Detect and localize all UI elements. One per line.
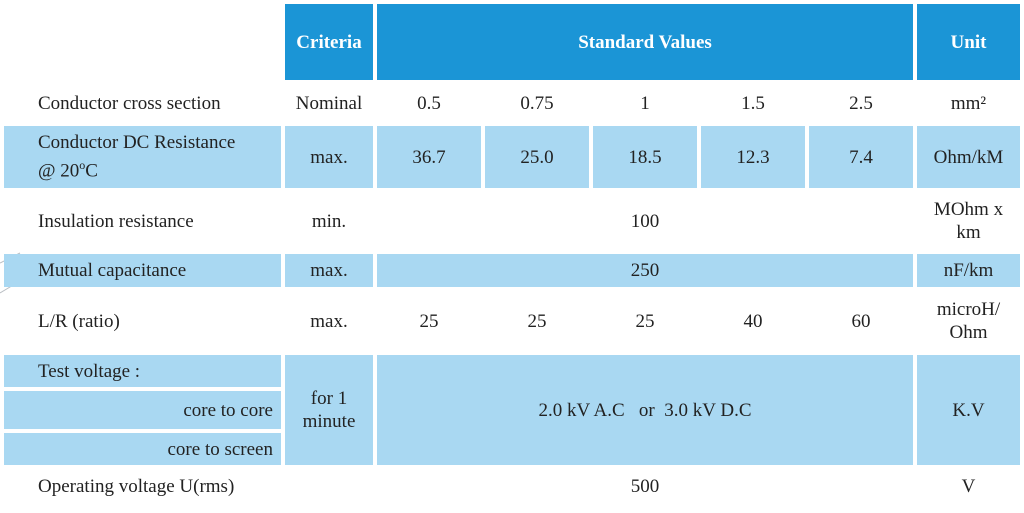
row-criteria: min. [311, 210, 347, 232]
value-cell: 2.5 [849, 92, 873, 114]
value-cell: 25.0 [485, 126, 589, 188]
row-insulation-resistance: Insulation resistance min. 100 MOhm x km [4, 192, 1020, 250]
row-test-voltage: Test voltage : for 1 minute 2.0 kV A.C or… [4, 355, 1020, 465]
row-unit: mm² [950, 92, 987, 114]
row-unit: K.V [917, 355, 1020, 465]
row-mutual-capacitance: Mutual capacitance max. 250 nF/km [4, 254, 1020, 287]
value-cell: 0.5 [417, 92, 441, 114]
header-empty-cell [4, 4, 281, 80]
row-label: Test voltage : [4, 355, 281, 387]
row-label-line2-pre: @ 20 [38, 160, 80, 182]
row-label: Mutual capacitance [4, 254, 281, 287]
value-cell: 25 [635, 310, 655, 332]
value-cell: 25 [419, 310, 439, 332]
row-label-line1: Conductor DC Resistance [38, 132, 236, 154]
row-criteria: max. [285, 254, 373, 287]
value-cell: 12.3 [701, 126, 805, 188]
value-cell-merged: 250 [377, 254, 913, 287]
row-label: Conductor cross section [38, 92, 221, 114]
row-criteria-line1: for 1 [310, 388, 348, 409]
row-operating-voltage: Operating voltage U(rms) 500 V [4, 469, 1020, 503]
degree-mark: o [79, 158, 86, 173]
row-unit: V [961, 475, 976, 497]
row-unit-line2: Ohm [949, 322, 988, 343]
value-cell: 1.5 [741, 92, 765, 114]
row-sublabel: core to core [4, 391, 281, 429]
value-cell: 60 [851, 310, 871, 332]
header-unit: Unit [917, 4, 1020, 80]
row-unit-line2: km [956, 222, 981, 243]
value-cell: 0.75 [520, 92, 554, 114]
value-cell-merged: 500 [630, 475, 660, 497]
row-sublabel: core to screen [4, 433, 281, 465]
row-criteria: Nominal [295, 92, 363, 114]
value-cell: 40 [743, 310, 763, 332]
row-criteria-empty [285, 469, 373, 503]
row-criteria: max. [285, 126, 373, 188]
row-conductor-dc-resistance: Conductor DC Resistance @ 20oC max. 36.7 … [4, 126, 1020, 188]
row-label: Conductor DC Resistance @ 20oC [4, 126, 281, 188]
row-criteria-line2: minute [302, 411, 356, 432]
value-cell: 18.5 [593, 126, 697, 188]
value-cell: 36.7 [377, 126, 481, 188]
row-criteria: for 1 minute [285, 355, 373, 465]
row-unit: MOhm x km [917, 192, 1020, 250]
row-criteria: max. [310, 310, 348, 332]
value-cell: 1 [640, 92, 650, 114]
row-unit-line1: microH/ [936, 299, 1001, 320]
row-unit: microH/Ohm [917, 291, 1020, 351]
row-label: Insulation resistance [38, 210, 194, 232]
header-standard-values: Standard Values [377, 4, 913, 80]
row-conductor-cross-section: Conductor cross section Nominal 0.5 0.75… [4, 84, 1020, 122]
row-label: L/R (ratio) [38, 310, 120, 332]
value-cell-merged: 2.0 kV A.C or 3.0 kV D.C [377, 355, 913, 465]
row-test-voltage-core-to-core: core to core [4, 391, 1020, 429]
row-label: Operating voltage U(rms) [38, 475, 235, 497]
header-criteria: Criteria [285, 4, 373, 80]
row-unit: Ohm/kM [917, 126, 1020, 188]
row-test-voltage-core-to-screen: core to screen [4, 433, 1020, 465]
row-unit: nF/km [917, 254, 1020, 287]
value-cell-merged: 100 [630, 210, 660, 232]
row-lr-ratio: L/R (ratio) max. 25 25 25 40 60 microH/O… [4, 291, 1020, 351]
header-row: Criteria Standard Values Unit [4, 4, 1020, 80]
value-cell: 7.4 [809, 126, 913, 188]
row-unit-line1: MOhm x [933, 199, 1004, 220]
value-cell: 25 [527, 310, 547, 332]
row-label-line2-post: C [85, 160, 98, 182]
